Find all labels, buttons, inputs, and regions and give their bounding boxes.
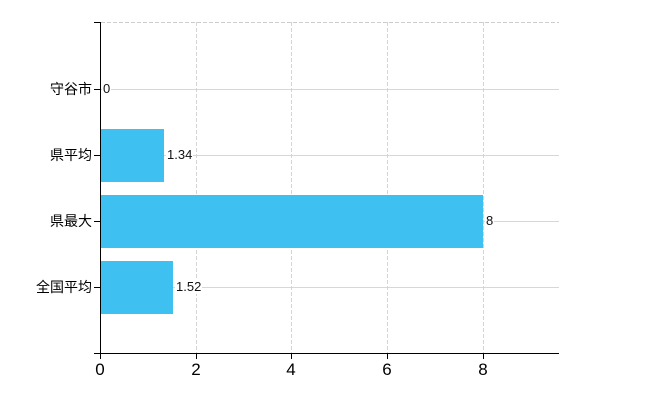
h-gridline — [101, 287, 559, 288]
bar — [101, 195, 483, 248]
x-tick-label: 8 — [478, 360, 488, 379]
v-gridline — [291, 22, 292, 353]
v-gridline — [483, 22, 484, 353]
category-label: 全国平均 — [36, 279, 92, 295]
x-tick-mark — [483, 353, 484, 359]
h-gridline — [101, 155, 559, 156]
y-axis-end-tick — [94, 22, 100, 23]
value-label: 8 — [485, 213, 495, 228]
x-tick-mark — [100, 353, 101, 359]
y-axis-end-tick — [94, 353, 100, 354]
category-label: 県平均 — [50, 147, 92, 163]
x-tick-mark — [196, 353, 197, 359]
value-label: 0 — [102, 81, 112, 96]
value-label: 1.52 — [175, 279, 203, 294]
y-tick-mark — [94, 89, 100, 90]
v-gridline — [196, 22, 197, 353]
plot-top-border — [101, 22, 559, 23]
y-axis — [100, 22, 101, 354]
y-tick-mark — [94, 221, 100, 222]
x-tick-label: 2 — [191, 360, 201, 379]
x-tick-mark — [387, 353, 388, 359]
x-tick-label: 4 — [286, 360, 296, 379]
bar — [101, 129, 164, 182]
v-gridline — [387, 22, 388, 353]
x-axis — [100, 353, 559, 354]
y-tick-mark — [94, 287, 100, 288]
x-tick-label: 0 — [95, 360, 105, 379]
x-tick-mark — [291, 353, 292, 359]
h-gridline — [101, 89, 559, 90]
x-tick-label: 6 — [382, 360, 392, 379]
value-label: 1.34 — [166, 147, 194, 162]
bar — [101, 261, 173, 314]
category-label: 守谷市 — [50, 81, 92, 97]
y-tick-mark — [94, 155, 100, 156]
category-label: 県最大 — [50, 213, 92, 229]
